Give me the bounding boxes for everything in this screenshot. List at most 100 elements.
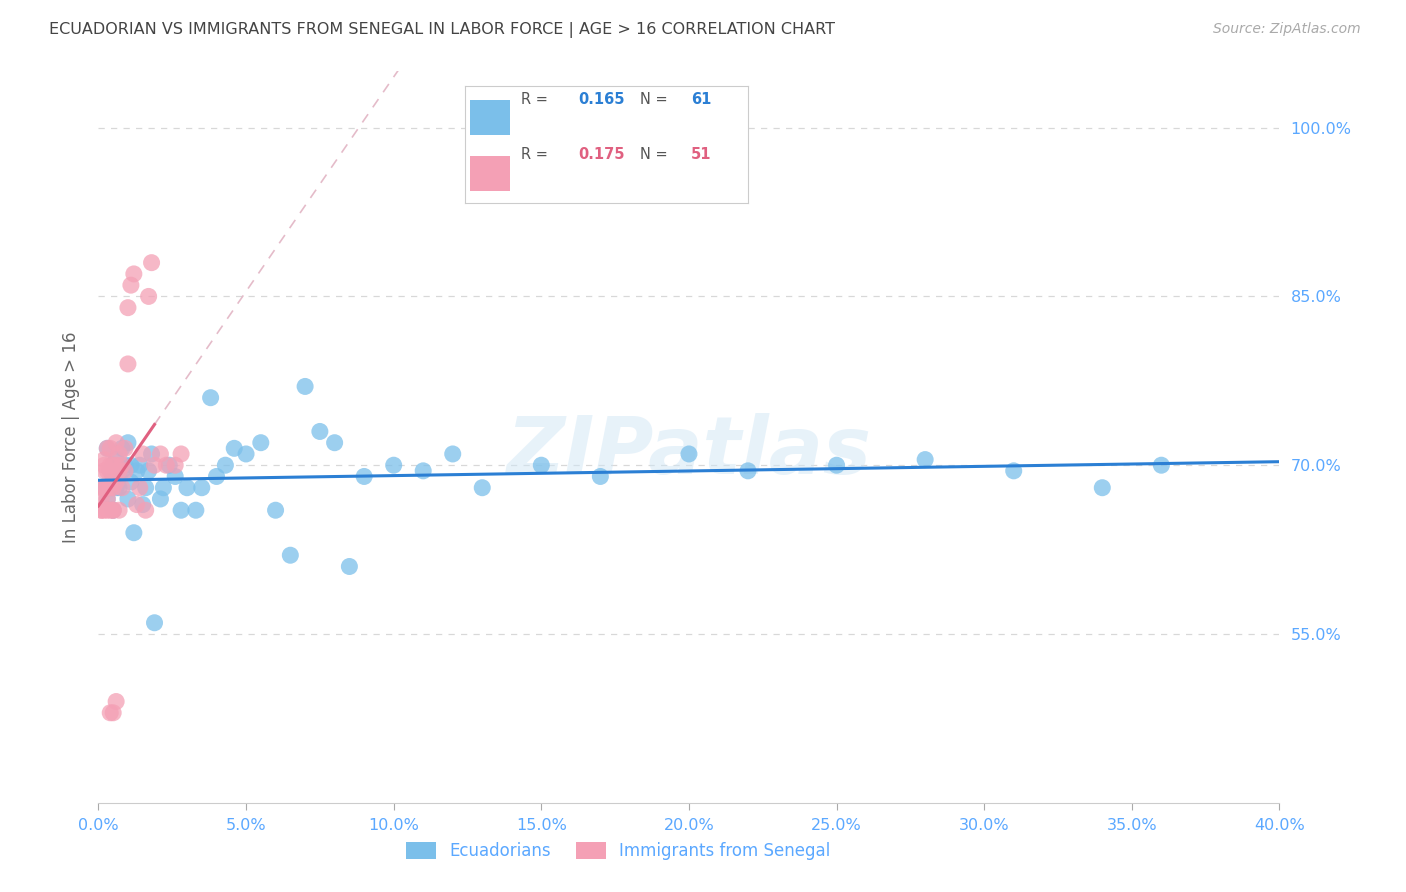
Point	[93, 458, 115, 473]
Point	[914, 452, 936, 467]
Point	[96, 481, 118, 495]
Point	[441, 447, 464, 461]
Point	[235, 447, 257, 461]
Point	[117, 435, 139, 450]
Point	[98, 464, 121, 478]
Point	[105, 458, 128, 473]
Point	[96, 442, 118, 456]
Point	[1150, 458, 1173, 473]
Point	[120, 475, 142, 489]
Point	[149, 491, 172, 506]
Point	[96, 503, 118, 517]
Point	[128, 481, 150, 495]
Point	[280, 548, 302, 562]
Point	[135, 481, 157, 495]
Point	[412, 464, 434, 478]
Point	[103, 503, 125, 517]
Point	[132, 447, 155, 461]
Point	[93, 452, 115, 467]
Point	[98, 481, 121, 495]
Point	[96, 464, 118, 478]
Point	[98, 442, 121, 456]
Point	[105, 694, 128, 708]
Point	[309, 425, 332, 439]
Point	[108, 469, 131, 483]
Y-axis label: In Labor Force | Age > 16: In Labor Force | Age > 16	[62, 331, 80, 543]
Point	[264, 503, 287, 517]
Point	[96, 491, 118, 506]
Point	[120, 278, 142, 293]
Point	[117, 491, 139, 506]
Point	[103, 458, 125, 473]
Point	[108, 464, 131, 478]
Point	[382, 458, 405, 473]
Point	[678, 447, 700, 461]
Point	[105, 452, 128, 467]
Point	[135, 503, 157, 517]
Point	[471, 481, 494, 495]
Point	[530, 458, 553, 473]
Point	[90, 491, 112, 506]
Point	[149, 447, 172, 461]
Point	[103, 503, 125, 517]
Point	[176, 481, 198, 495]
Point	[90, 481, 112, 495]
Point	[108, 481, 131, 495]
Point	[589, 469, 612, 483]
Point	[111, 458, 134, 473]
Point	[98, 464, 121, 478]
Point	[152, 481, 174, 495]
Point	[105, 481, 128, 495]
Point	[250, 435, 273, 450]
Point	[143, 615, 166, 630]
Point	[353, 469, 375, 483]
Point	[105, 475, 128, 489]
Point	[165, 469, 187, 483]
Point	[1002, 464, 1025, 478]
Point	[98, 458, 121, 473]
Point	[132, 498, 155, 512]
Point	[143, 458, 166, 473]
Point	[103, 469, 125, 483]
Point	[122, 525, 145, 540]
Point	[184, 503, 207, 517]
Point	[96, 442, 118, 456]
Point	[90, 503, 112, 517]
Point	[114, 464, 136, 478]
Point	[111, 464, 134, 478]
Point	[138, 464, 160, 478]
Point	[117, 301, 139, 315]
Point	[737, 464, 759, 478]
Point	[105, 435, 128, 450]
Point	[103, 706, 125, 720]
Point	[103, 481, 125, 495]
Point	[117, 357, 139, 371]
Point	[157, 458, 180, 473]
Point	[141, 255, 163, 269]
Point	[323, 435, 346, 450]
Text: Source: ZipAtlas.com: Source: ZipAtlas.com	[1213, 22, 1361, 37]
Point	[120, 458, 142, 473]
Point	[93, 481, 115, 495]
Point	[108, 503, 131, 517]
Point	[103, 458, 125, 473]
Point	[108, 447, 131, 461]
Point	[170, 503, 193, 517]
Point	[170, 447, 193, 461]
Point	[114, 458, 136, 473]
Point	[98, 481, 121, 495]
Point	[98, 706, 121, 720]
Point	[125, 464, 148, 478]
Point	[93, 481, 115, 495]
Point	[138, 289, 160, 303]
Point	[114, 442, 136, 456]
Point	[294, 379, 316, 393]
Point	[90, 503, 112, 517]
Point	[125, 498, 148, 512]
Point	[191, 481, 214, 495]
Point	[96, 491, 118, 506]
Point	[111, 481, 134, 495]
Point	[128, 458, 150, 473]
Text: ECUADORIAN VS IMMIGRANTS FROM SENEGAL IN LABOR FORCE | AGE > 16 CORRELATION CHAR: ECUADORIAN VS IMMIGRANTS FROM SENEGAL IN…	[49, 22, 835, 38]
Point	[98, 503, 121, 517]
